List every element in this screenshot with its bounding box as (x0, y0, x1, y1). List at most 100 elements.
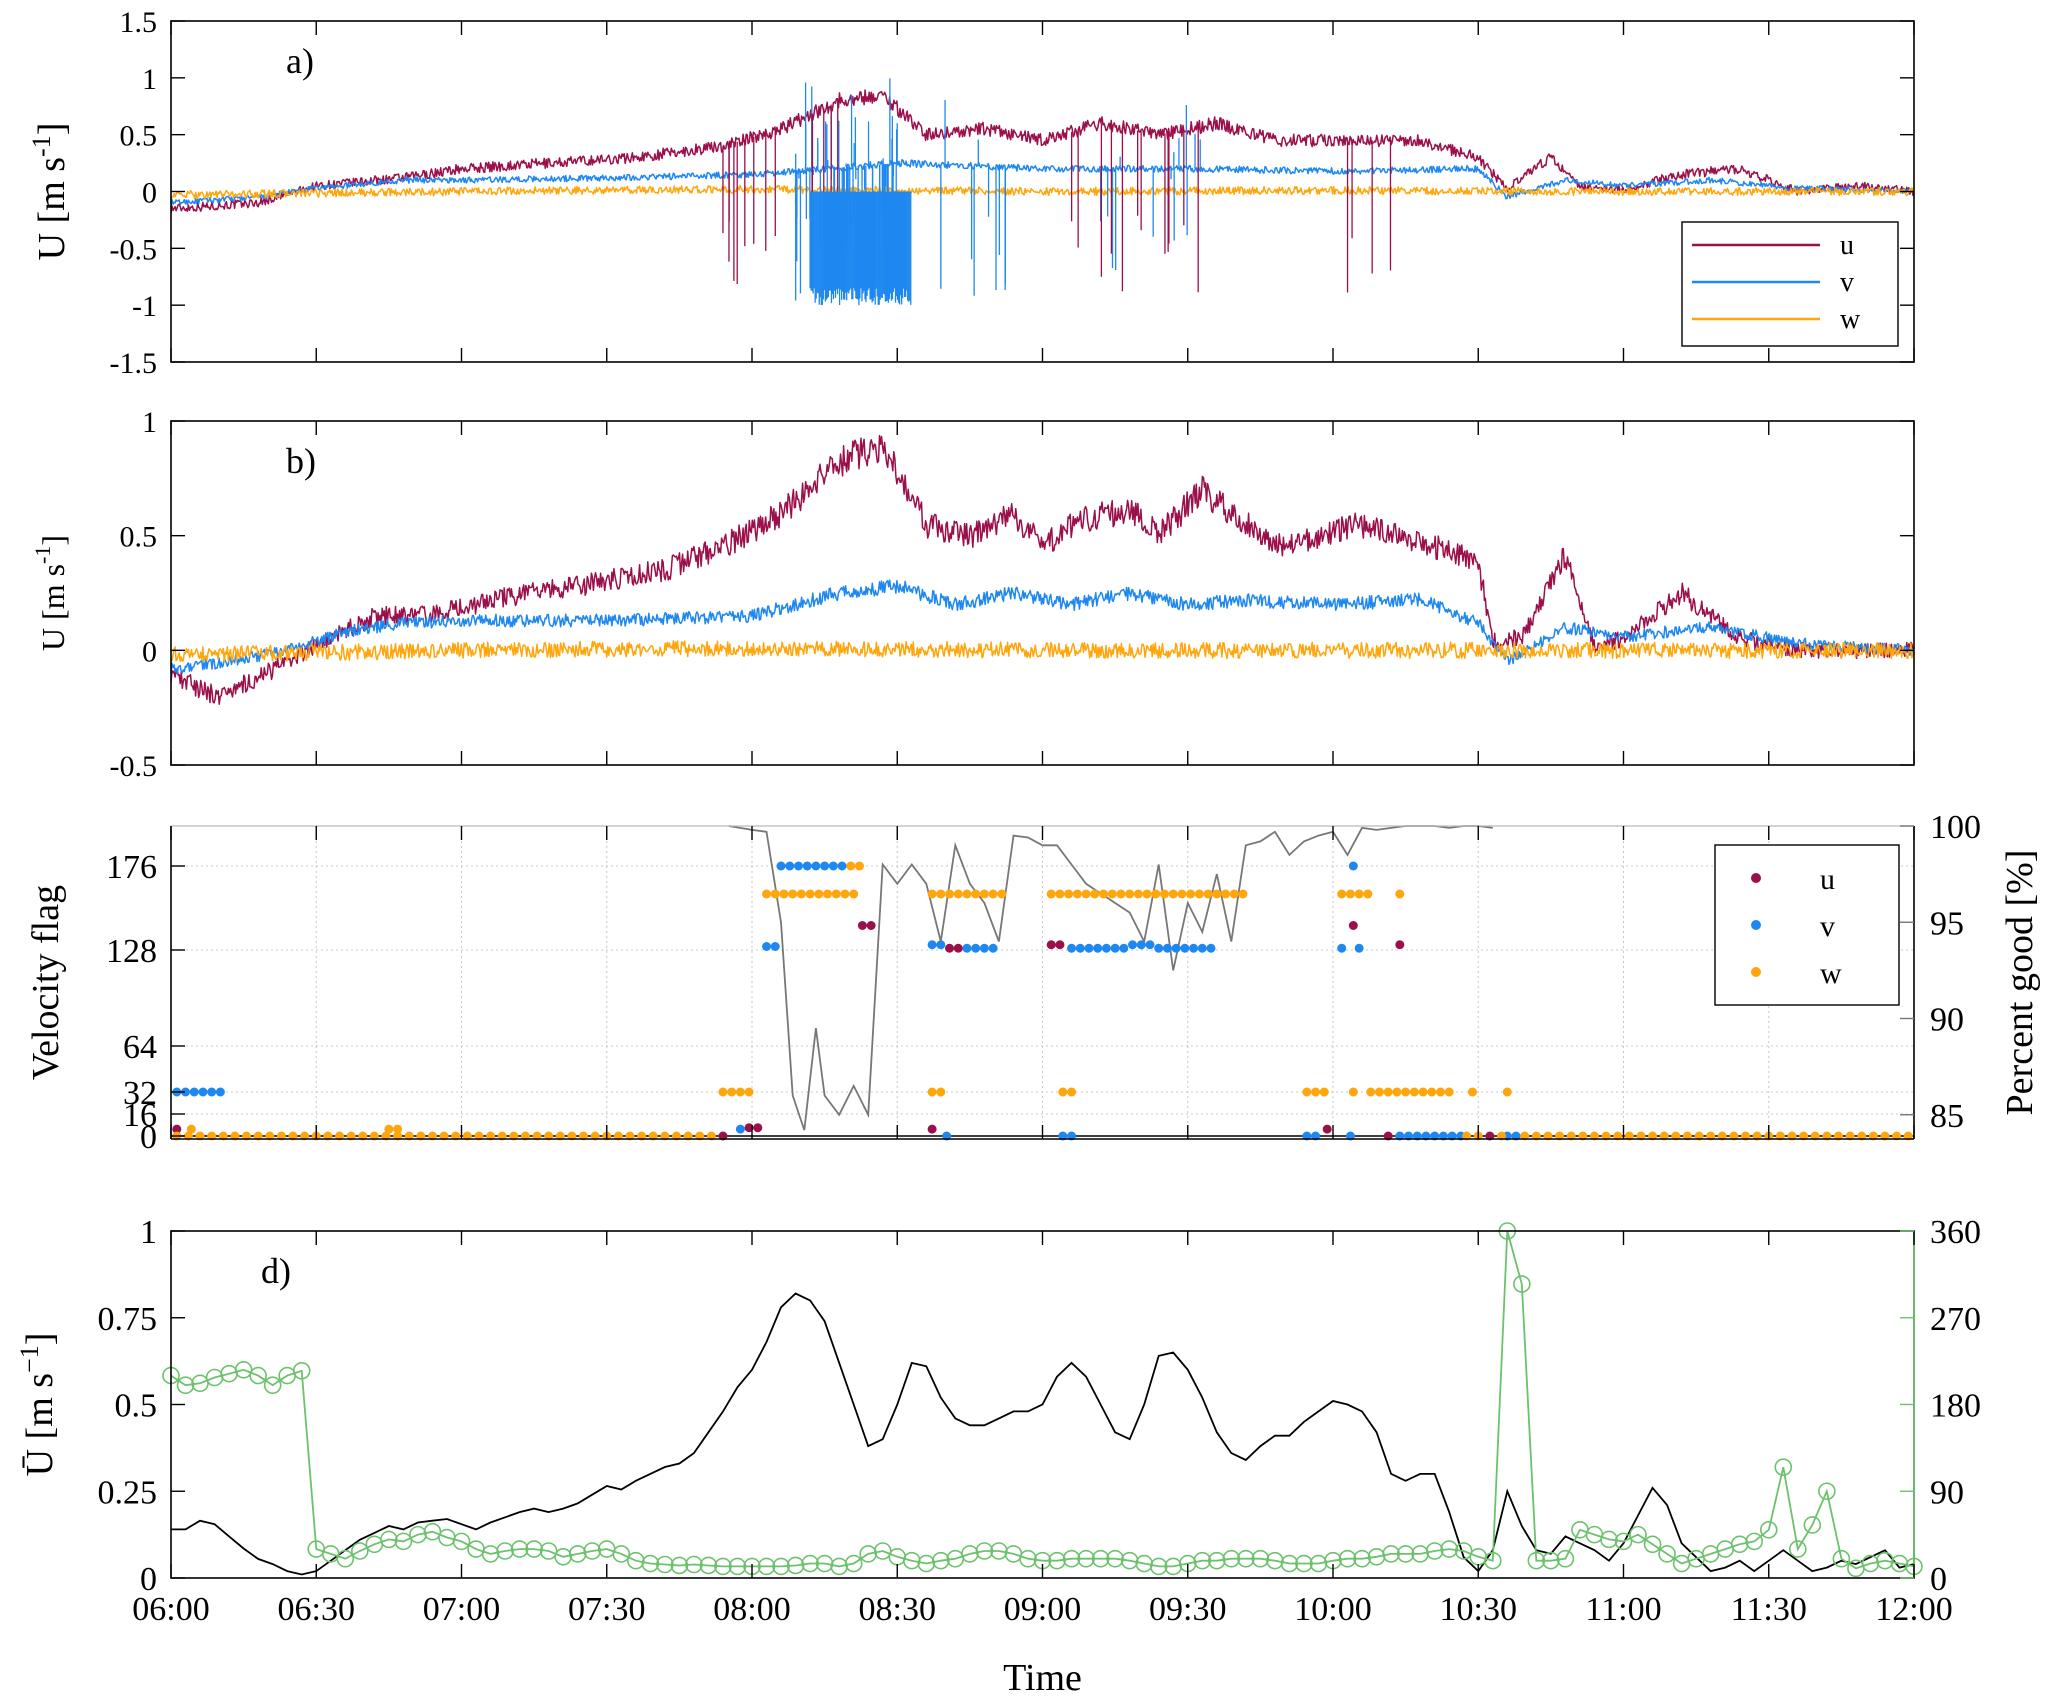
y-tick-label-right: 95 (1930, 905, 1964, 942)
direction-point (786, 1556, 805, 1575)
legend-panel-c: uvw (1714, 844, 1900, 1006)
direction-point (626, 1551, 645, 1570)
flag-point-w (1319, 1087, 1329, 1097)
y-tick-label-right: 90 (1930, 1002, 1964, 1039)
direction-point (1890, 1554, 1909, 1573)
direction-point (1367, 1547, 1386, 1566)
legend-label-u: u (1840, 230, 1854, 261)
flag-point-u (172, 1124, 182, 1134)
flag-point-w (953, 889, 963, 899)
flag-point-w (1383, 1087, 1393, 1097)
flag-point-v (1084, 943, 1094, 953)
series-u-line (171, 434, 1914, 705)
direction-point (714, 1557, 732, 1576)
flag-point-w (1055, 889, 1065, 899)
series-v-line (171, 579, 1914, 675)
x-tick-label: 06:30 (278, 1591, 355, 1628)
flag-point-w (1409, 1087, 1419, 1097)
direction-point (496, 1542, 514, 1560)
panel-label-a: a) (286, 41, 314, 81)
series-v-dense-block (809, 191, 912, 306)
series-w-line (171, 184, 1914, 200)
direction-point (394, 1532, 413, 1551)
flag-point-v (1136, 940, 1146, 950)
y-tick-label: 176 (106, 849, 157, 886)
flag-point-w (840, 889, 850, 899)
direction-point (1077, 1549, 1095, 1568)
flag-point-v (802, 861, 812, 871)
flag-point-w (779, 889, 789, 899)
y-tick-label: -0.5 (110, 750, 158, 783)
y-tick-label: 0.25 (98, 1474, 158, 1511)
direction-point (1513, 1275, 1531, 1293)
y-tick-label: 0 (140, 1119, 157, 1156)
flag-point-v (207, 1087, 217, 1097)
direction-point (409, 1525, 427, 1544)
flag-point-w (1081, 889, 1091, 899)
direction-point (1483, 1551, 1502, 1570)
x-tick-label: 11:00 (1585, 1591, 1661, 1628)
direction-point (1106, 1549, 1124, 1568)
flag-point-w (1374, 1087, 1384, 1097)
flag-point-w (186, 1124, 196, 1134)
direction-point (1164, 1557, 1183, 1576)
direction-point (1614, 1532, 1633, 1551)
direction-point (961, 1545, 979, 1563)
flag-point-w (1125, 889, 1135, 899)
flag-point-w (1116, 889, 1126, 899)
legend-box (1681, 221, 1899, 347)
y-tick-label: -1.5 (110, 347, 158, 380)
x-tick-label: 09:30 (1149, 1591, 1226, 1628)
x-tick-label: 07:30 (568, 1591, 645, 1628)
flag-point-v (793, 861, 803, 871)
figure-layer: 1.510.50-0.5-1-1.5a)U [m s-1]10.50-0.5b)… (15, 6, 2041, 1698)
direction-point (844, 1554, 863, 1573)
flag-point-u (927, 1124, 937, 1134)
flag-point-w (1064, 889, 1074, 899)
y-tick-label: 1 (142, 63, 157, 96)
y-tick-label-right: 180 (1930, 1388, 1981, 1425)
y-tick-label: 0 (140, 1561, 157, 1598)
direction-point (1266, 1551, 1284, 1570)
direction-point (1135, 1554, 1153, 1573)
direction-point (917, 1554, 936, 1573)
flag-point-v (1171, 943, 1181, 953)
direction-point (1861, 1554, 1880, 1573)
direction-point (1759, 1521, 1778, 1539)
panel-label-b: b) (286, 441, 316, 481)
direction-point (656, 1555, 674, 1574)
y-tick-label: 128 (106, 933, 157, 970)
flag-point-v (828, 861, 838, 871)
flag-point-u (1322, 1124, 1332, 1134)
flag-point-v (1075, 943, 1085, 953)
mean-speed-line (171, 1292, 1915, 1576)
direction-point (1091, 1549, 1110, 1568)
y-axis-label: Ū [m s−1] (15, 1333, 61, 1477)
direction-point (568, 1545, 587, 1563)
y-tick-label: 0.5 (120, 120, 158, 153)
y-axis-label-main: Ū [m s (19, 1373, 61, 1476)
flag-point-v (1180, 943, 1190, 953)
direction-point (525, 1540, 543, 1558)
x-axis-label: Time (1003, 1657, 1082, 1698)
direction-point (757, 1557, 776, 1576)
direction-markers (162, 1222, 1923, 1578)
legend-label-v: v (1840, 267, 1854, 298)
flag-point-w (1435, 1087, 1445, 1097)
flag-point-v (785, 861, 795, 871)
flag-point-w (805, 889, 815, 899)
flag-point-u (1395, 940, 1405, 950)
direction-point (1643, 1535, 1662, 1554)
direction-point (1629, 1525, 1647, 1544)
panel-b-plot (171, 434, 1914, 705)
direction-point (510, 1540, 529, 1558)
direction-point (1280, 1554, 1299, 1573)
flag-point-w (997, 889, 1007, 899)
flag-point-u (945, 943, 955, 953)
direction-point (1542, 1551, 1560, 1570)
direction-point (1062, 1549, 1081, 1568)
direction-point (1803, 1516, 1822, 1534)
y-tick-label: 0 (142, 177, 157, 210)
flag-point-w (1177, 889, 1187, 899)
y-tick-label: 0.5 (120, 521, 158, 554)
